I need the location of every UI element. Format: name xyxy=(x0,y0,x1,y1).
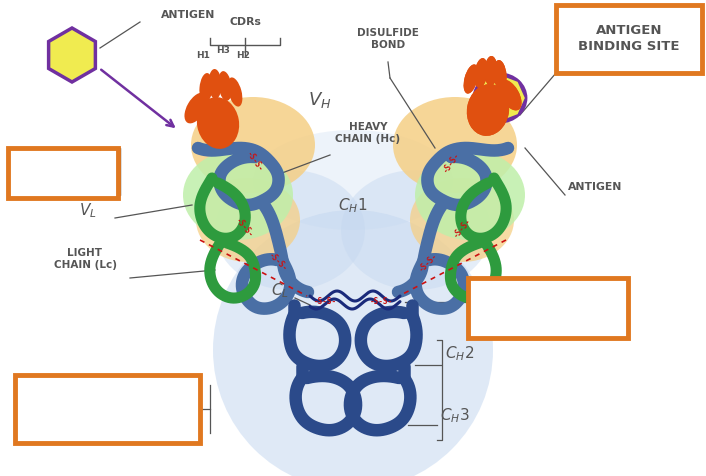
Text: LIGHT
CHAIN (Lc): LIGHT CHAIN (Lc) xyxy=(54,248,116,270)
Ellipse shape xyxy=(474,58,488,88)
Text: $C_L$: $C_L$ xyxy=(271,281,289,300)
Text: $C_H2$: $C_H2$ xyxy=(445,344,474,363)
Ellipse shape xyxy=(191,97,315,193)
Ellipse shape xyxy=(484,56,498,86)
FancyBboxPatch shape xyxy=(15,375,200,443)
Text: -S-S-: -S-S- xyxy=(233,216,255,240)
Text: ANTIGEN: ANTIGEN xyxy=(568,182,623,192)
Text: HEAVY
CHAIN (Hc): HEAVY CHAIN (Hc) xyxy=(335,121,400,144)
Text: $C_H1$: $C_H1$ xyxy=(338,196,368,215)
Polygon shape xyxy=(474,74,526,122)
Text: -S-S-: -S-S- xyxy=(441,150,461,174)
Ellipse shape xyxy=(183,150,293,240)
FancyBboxPatch shape xyxy=(468,278,628,338)
Text: L2: L2 xyxy=(98,178,110,187)
Ellipse shape xyxy=(415,150,525,240)
Ellipse shape xyxy=(199,73,213,103)
Ellipse shape xyxy=(410,178,514,262)
Text: $C_H3$: $C_H3$ xyxy=(440,406,469,425)
Text: L1: L1 xyxy=(98,148,110,157)
Text: -S-S-: -S-S- xyxy=(369,297,393,306)
Text: -S-S-: -S-S- xyxy=(245,150,265,174)
Ellipse shape xyxy=(464,64,479,94)
Ellipse shape xyxy=(184,93,208,123)
Text: -S-S-: -S-S- xyxy=(417,251,439,273)
Ellipse shape xyxy=(467,84,509,136)
Text: -S-S-: -S-S- xyxy=(267,251,289,273)
Ellipse shape xyxy=(215,170,365,290)
Ellipse shape xyxy=(464,64,479,94)
Ellipse shape xyxy=(218,71,232,101)
Polygon shape xyxy=(49,28,95,82)
Ellipse shape xyxy=(253,130,453,230)
Text: HINGE
REGION: HINGE REGION xyxy=(525,278,570,300)
Ellipse shape xyxy=(393,97,517,193)
FancyBboxPatch shape xyxy=(556,5,702,73)
Ellipse shape xyxy=(493,60,507,90)
Ellipse shape xyxy=(484,56,498,86)
Text: $V_H$: $V_H$ xyxy=(309,90,332,110)
Text: $V_L$: $V_L$ xyxy=(79,201,97,220)
FancyBboxPatch shape xyxy=(8,148,118,198)
Text: H1: H1 xyxy=(196,51,210,60)
Text: -S-S-: -S-S- xyxy=(313,297,337,306)
Text: -S-S-: -S-S- xyxy=(451,216,473,240)
Ellipse shape xyxy=(498,79,522,110)
Text: H3: H3 xyxy=(216,46,230,55)
Ellipse shape xyxy=(196,178,300,262)
Ellipse shape xyxy=(227,78,242,107)
Text: CDRs: CDRs xyxy=(229,17,261,27)
Ellipse shape xyxy=(197,97,239,149)
Ellipse shape xyxy=(208,69,222,99)
Text: ANTIGEN
BINDING SITE: ANTIGEN BINDING SITE xyxy=(578,24,680,53)
Ellipse shape xyxy=(498,79,522,110)
Ellipse shape xyxy=(474,74,526,122)
Text: L3: L3 xyxy=(98,163,110,172)
Text: H2: H2 xyxy=(236,51,250,60)
Text: DISULFIDE
BOND: DISULFIDE BOND xyxy=(357,28,419,50)
Ellipse shape xyxy=(213,210,493,476)
Ellipse shape xyxy=(493,60,507,90)
Text: ANTIGEN: ANTIGEN xyxy=(161,10,215,20)
Ellipse shape xyxy=(467,84,509,136)
Ellipse shape xyxy=(474,58,488,88)
Ellipse shape xyxy=(341,170,491,290)
